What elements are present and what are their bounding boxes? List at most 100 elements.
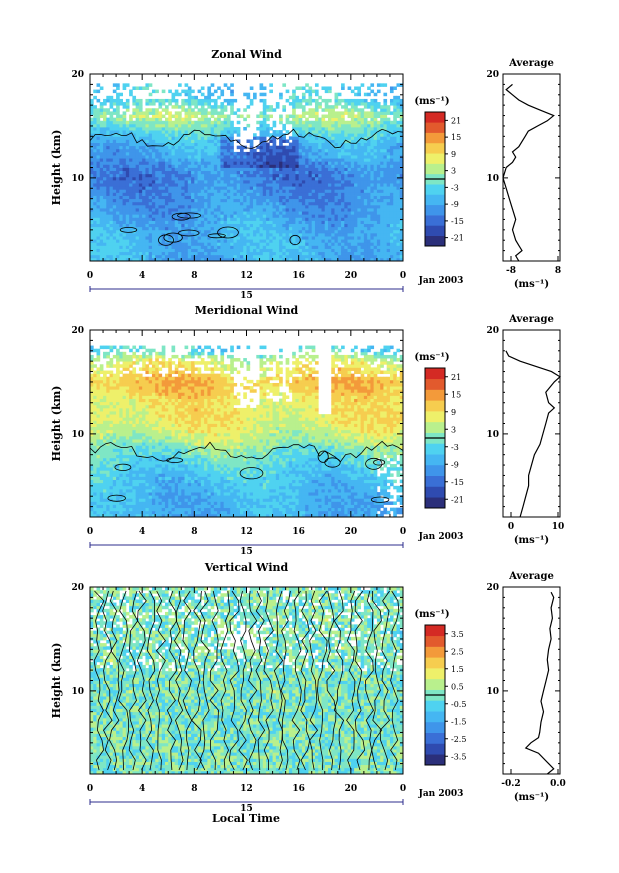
heatmap-cell [324,126,329,131]
heatmap-cell [210,161,215,165]
heatmap-cell [184,145,189,150]
heatmap-cell [194,114,198,119]
heatmap-cells [90,83,404,262]
heatmap-cell [328,201,332,206]
heatmap-cell [282,136,287,140]
heatmap-cell [210,214,215,218]
heatmap-cell [334,229,339,234]
heatmap-cell [200,201,205,206]
heatmap-cell [148,254,153,259]
heatmap-cell [298,214,303,218]
heatmap-cell [213,158,218,162]
heatmap-cell [383,179,388,184]
heatmap-cell [103,223,107,228]
heatmap-cell [275,232,280,237]
heatmap-cell [132,248,137,253]
heatmap-cell [311,245,316,249]
heatmap-cell [396,133,401,137]
heatmap-cell [341,114,345,119]
heatmap-cell [298,139,303,143]
heatmap-cell [393,117,397,122]
heatmap-cell [155,208,159,212]
heatmap-cell [99,251,104,256]
heatmap-cell [324,158,329,162]
heatmap-cell [158,176,163,181]
heatmap-cell [243,223,247,228]
heatmap-cell [334,189,339,193]
heatmap-cell [90,117,94,122]
heatmap-cell [301,176,306,181]
heatmap-cell [220,192,225,196]
heatmap-cell [246,158,251,162]
heatmap-cell [204,130,208,134]
heatmap-cell [246,201,251,206]
heatmap-cell [354,114,358,119]
heatmap-cell [324,239,329,243]
heatmap-cell [337,186,342,190]
heatmap-cell [93,179,97,184]
heatmap-cell [256,170,260,175]
heatmap-cell [314,139,319,143]
heatmap-cell [383,123,388,128]
heatmap-cell [279,254,283,259]
heatmap-cell [282,155,287,159]
heatmap-cell [341,232,345,237]
heatmap-cell [363,148,368,153]
heatmap-cell [200,198,205,203]
heatmap-cell [295,123,300,128]
heatmap-cell [341,176,345,181]
heatmap-cell [171,214,176,218]
heatmap-cell [213,164,218,168]
heatmap-cell [386,133,391,137]
heatmap-cell [298,123,303,128]
heatmap-cell [197,173,202,178]
heatmap-cell [347,114,352,119]
heatmap-cell [324,130,329,134]
heatmap-cell [354,257,358,262]
heatmap-cell [305,214,309,218]
heatmap-cell [145,98,150,103]
heatmap-cell [253,223,257,228]
heatmap-cell [106,155,110,159]
heatmap-cell [207,98,212,103]
heatmap-cell [256,195,260,200]
heatmap-cell [233,155,238,159]
heatmap-cell [354,117,358,122]
heatmap-cell [376,226,381,231]
heatmap-cell [233,151,238,156]
heatmap-cell [347,242,352,246]
heatmap-cell [106,236,110,240]
heatmap-cell [399,204,404,209]
heatmap-cell [262,179,267,184]
heatmap-cell [217,114,221,119]
heatmap-cell [236,170,241,175]
heatmap-cell [155,195,159,200]
heatmap-cell [174,226,179,231]
heatmap-cell [321,126,326,131]
heatmap-cell [305,126,309,131]
heatmap-cell [135,111,140,115]
heatmap-cell [253,217,257,221]
heatmap-cell [376,120,381,125]
heatmap-cell [311,201,316,206]
average-frame [502,73,561,262]
heatmap-cell [292,236,296,240]
heatmap-cell [125,102,130,106]
heatmap-cell [285,192,290,196]
heatmap-cell [112,120,117,125]
heatmap-cell [90,161,94,165]
heatmap-cell [109,148,114,153]
heatmap-cell [116,145,120,150]
heatmap-cell [145,148,150,153]
heatmap-cell [119,136,123,140]
heatmap-cell [168,211,172,215]
heatmap-cell [161,102,166,106]
heatmap-cell [178,173,182,178]
heatmap-cell [239,232,244,237]
heatmap-cell [129,145,133,150]
heatmap-cell [220,186,225,190]
heatmap-cell [350,170,355,175]
heatmap-cell [226,204,231,209]
heatmap-cell [308,120,313,125]
heatmap-cell [230,254,234,259]
